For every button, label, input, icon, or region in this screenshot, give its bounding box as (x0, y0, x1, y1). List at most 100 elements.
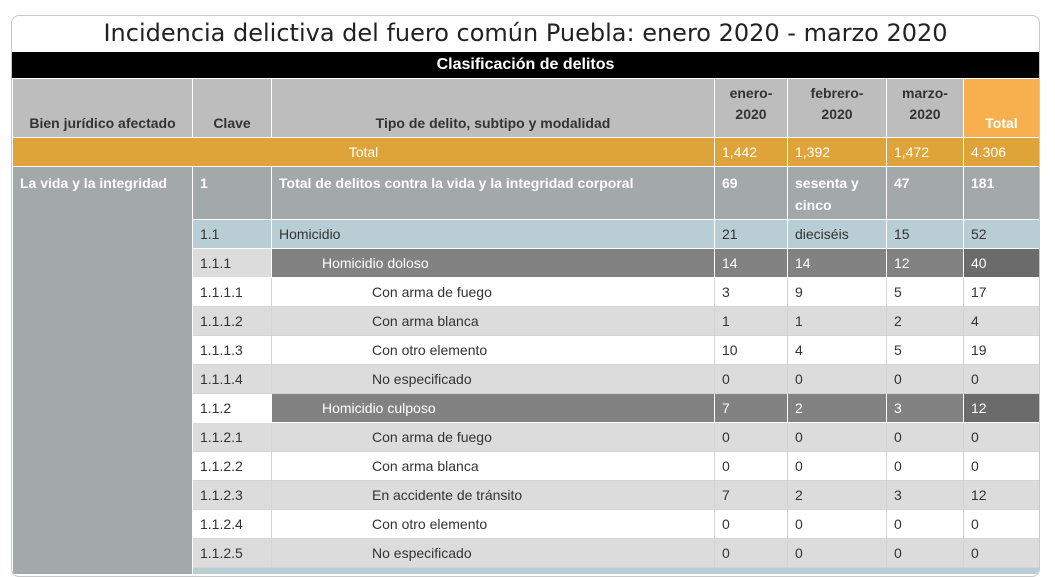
clave-cell: 1.1.1.3 (192, 335, 272, 365)
total-cell: 181 (963, 166, 1039, 220)
marzo-cell: 15 (886, 219, 964, 249)
enero-cell: 0 (714, 422, 788, 452)
tipo-cell: Con arma de fuego (271, 277, 715, 307)
total-marzo: 1,472 (886, 137, 964, 167)
enero-cell: 0 (714, 364, 788, 394)
febrero-cell: sesenta y cinco (787, 166, 887, 220)
marzo-cell: 3 (886, 393, 964, 423)
marzo-cell: 5 (886, 277, 964, 307)
total-row-label: Total (12, 137, 715, 167)
total-cell: 0 (963, 422, 1039, 452)
marzo-cell: 0 (886, 451, 964, 481)
enero-cell: 0 (714, 538, 788, 568)
marzo-cell: 0 (886, 509, 964, 539)
clave-cell: 1.1.2.5 (192, 538, 272, 568)
tipo-cell: Homicidio (271, 219, 715, 249)
tipo-cell: No especificado (271, 538, 715, 568)
febrero-cell: 9 (787, 277, 887, 307)
section-header: Clasificación de delitos (12, 52, 1039, 78)
marzo-cell: 3 (886, 480, 964, 510)
next-row-stub (192, 567, 1039, 575)
clave-cell: 1.1.2 (192, 393, 272, 423)
tipo-cell: Homicidio culposo (271, 393, 715, 423)
table-row: 1.1.2.4 Con otro elemento 0 0 0 0 (13, 509, 1039, 539)
col-header-tipo: Tipo de delito, subtipo y modalidad (271, 78, 715, 138)
total-cell: 4 (963, 306, 1039, 336)
total-febrero: 1,392 (787, 137, 887, 167)
total-cell: 0 (963, 538, 1039, 568)
report-panel: Incidencia delictiva del fuero común Pue… (11, 15, 1040, 577)
febrero-cell: 0 (787, 538, 887, 568)
col-header-febrero: febrero- 2020 (787, 78, 887, 138)
enero-cell: 10 (714, 335, 788, 365)
table-row: 1.1.1 Homicidio doloso 14 14 12 40 (13, 248, 1039, 278)
marzo-cell: 47 (886, 166, 964, 220)
col-header-bien: Bien jurídico afectado (12, 78, 193, 138)
clave-cell: 1.1.1 (192, 248, 272, 278)
crime-table: Bien jurídico afectado Clave Tipo de del… (12, 78, 1039, 575)
clave-cell: 1.1.2.2 (192, 451, 272, 481)
marzo-cell: 0 (886, 538, 964, 568)
febrero-cell: 0 (787, 509, 887, 539)
total-cell: 12 (963, 393, 1039, 423)
table-row: 1.1 Homicidio 21 dieciséis 15 52 (13, 219, 1039, 249)
febrero-cell: dieciséis (787, 219, 887, 249)
tipo-cell: Homicidio doloso (271, 248, 715, 278)
table-row: 1.1.1.1 Con arma de fuego 3 9 5 17 (13, 277, 1039, 307)
febrero-cell: 14 (787, 248, 887, 278)
febrero-cell: 0 (787, 451, 887, 481)
febrero-cell: 0 (787, 422, 887, 452)
clave-cell: 1.1.2.1 (192, 422, 272, 452)
marzo-cell: 12 (886, 248, 964, 278)
enero-cell: 0 (714, 451, 788, 481)
total-enero: 1,442 (714, 137, 788, 167)
clave-cell: 1 (192, 166, 272, 220)
enero-cell: 1 (714, 306, 788, 336)
tipo-cell: Con arma de fuego (271, 422, 715, 452)
febrero-cell: 0 (787, 364, 887, 394)
col-header-clave: Clave (192, 78, 272, 138)
total-cell: 17 (963, 277, 1039, 307)
tipo-cell: Con otro elemento (271, 509, 715, 539)
enero-cell: 3 (714, 277, 788, 307)
col-header-total: Total (963, 78, 1039, 138)
table-row: 1.1.1.3 Con otro elemento 10 4 5 19 (13, 335, 1039, 365)
clave-cell: 1.1.1.4 (192, 364, 272, 394)
clave-cell: 1.1.2.4 (192, 509, 272, 539)
febrero-cell: 4 (787, 335, 887, 365)
enero-cell: 7 (714, 480, 788, 510)
enero-cell: 0 (714, 509, 788, 539)
febrero-cell: 1 (787, 306, 887, 336)
marzo-cell: 0 (886, 364, 964, 394)
enero-cell: 69 (714, 166, 788, 220)
total-row: Total 1,442 1,392 1,472 4.306 (12, 137, 1039, 167)
table-header-row: Bien jurídico afectado Clave Tipo de del… (12, 78, 1039, 138)
total-cell: 0 (963, 509, 1039, 539)
total-cell: 19 (963, 335, 1039, 365)
enero-cell: 14 (714, 248, 788, 278)
total-cell: 52 (963, 219, 1039, 249)
total-cell: 40 (963, 248, 1039, 278)
col-header-marzo: marzo- 2020 (886, 78, 964, 138)
bien-juridico-cell: La vida y la integridad (12, 166, 193, 575)
total-total: 4.306 (963, 137, 1039, 167)
enero-cell: 21 (714, 219, 788, 249)
col-header-enero: enero- 2020 (714, 78, 788, 138)
febrero-cell: 2 (787, 480, 887, 510)
tipo-cell: No especificado (271, 364, 715, 394)
clave-cell: 1.1.1.1 (192, 277, 272, 307)
tipo-cell: Total de delitos contra la vida y la int… (271, 166, 715, 220)
table-row: 1.1.2.3 En accidente de tránsito 7 2 3 1… (13, 480, 1039, 510)
total-cell: 0 (963, 451, 1039, 481)
tipo-cell: Con arma blanca (271, 451, 715, 481)
tipo-cell: Con arma blanca (271, 306, 715, 336)
tipo-cell: En accidente de tránsito (271, 480, 715, 510)
marzo-cell: 5 (886, 335, 964, 365)
total-cell: 0 (963, 364, 1039, 394)
clave-cell: 1.1.1.2 (192, 306, 272, 336)
total-cell: 12 (963, 480, 1039, 510)
marzo-cell: 0 (886, 422, 964, 452)
febrero-cell: 2 (787, 393, 887, 423)
table-row: La vida y la integridad 1 Total de delit… (12, 166, 1039, 575)
report-title: Incidencia delictiva del fuero común Pue… (103, 19, 948, 47)
